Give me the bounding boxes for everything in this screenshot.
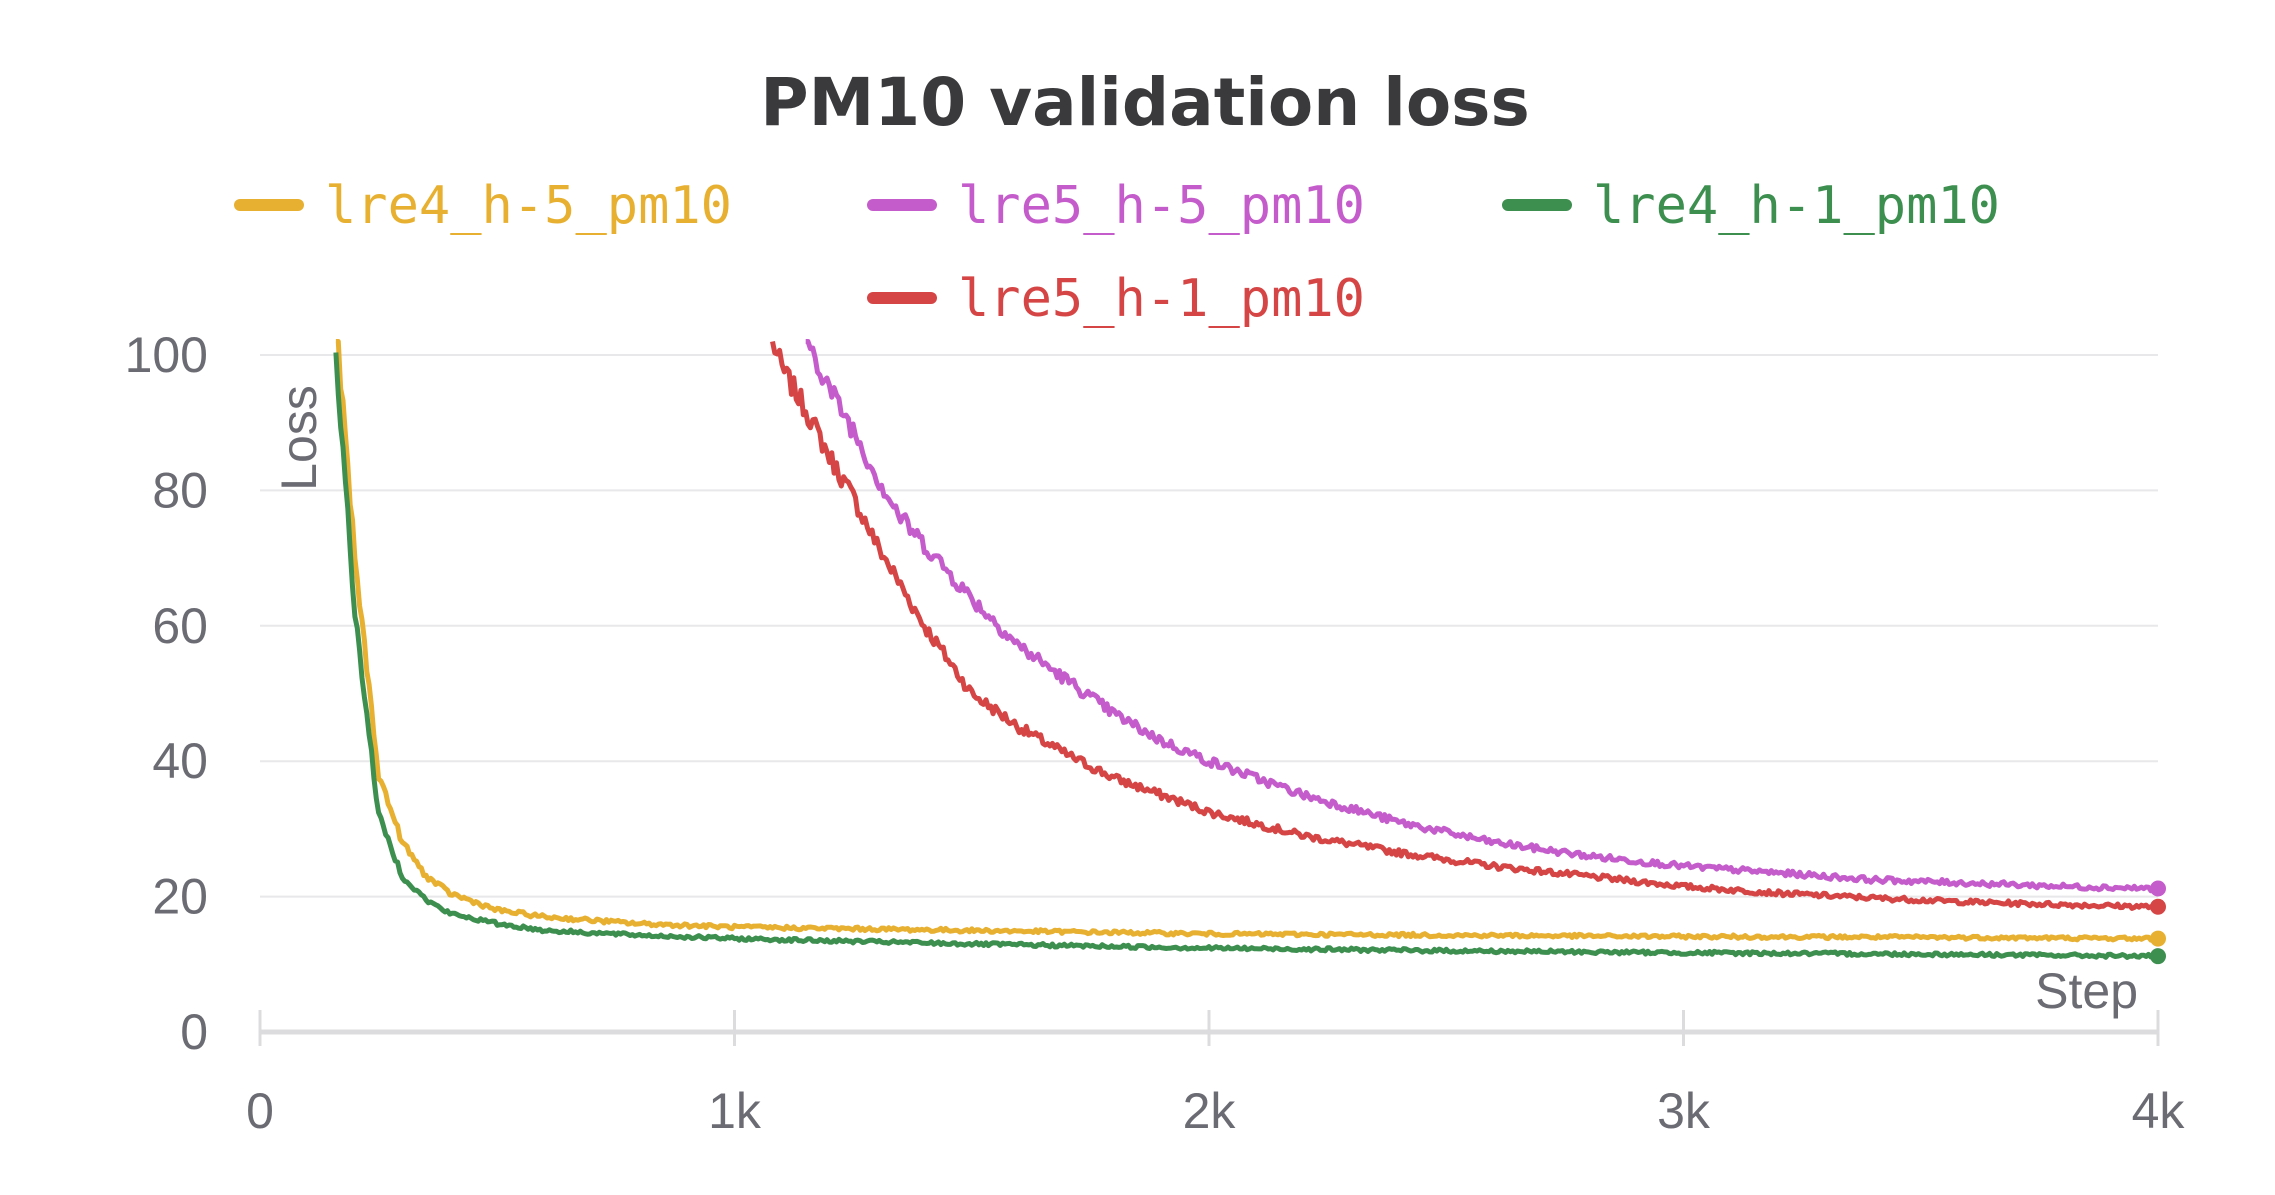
chart-title: PM10 validation loss: [760, 64, 1529, 141]
series-line-lre5_h-1_pm10: [770, 341, 2159, 911]
series-line-lre5_h-5_pm10: [805, 339, 2160, 894]
x-tick-label: 2k: [1183, 1083, 1237, 1139]
y-tick-label: 60: [152, 598, 208, 654]
y-tick-label: 80: [152, 462, 208, 518]
y-axis-label: Loss: [271, 385, 327, 491]
legend-label-lre5_h-5_pm10: lre5_h-5_pm10: [958, 176, 1365, 236]
plot-area: [333, 339, 2166, 965]
x-axis-label: Step: [2035, 963, 2138, 1019]
y-tick-label: 100: [125, 327, 208, 383]
x-tick-label: 3k: [1657, 1083, 1711, 1139]
legend-label-lre4_h-5_pm10: lre4_h-5_pm10: [325, 176, 732, 236]
series-end-marker-lre4_h-5_pm10: [2150, 930, 2166, 947]
legend-label-lre5_h-1_pm10: lre5_h-1_pm10: [958, 269, 1365, 329]
y-tick-label: 40: [152, 733, 208, 789]
legend-label-lre4_h-1_pm10: lre4_h-1_pm10: [1593, 176, 2000, 236]
axes: 0 20 40 60 80 100 0 1k 2k 3k 4k: [125, 327, 2186, 1139]
grid-lines: [260, 354, 2158, 898]
series-line-lre4_h-5_pm10: [335, 339, 2160, 943]
series-end-marker-lre5_h-5_pm10: [2150, 880, 2166, 897]
series-end-marker-lre5_h-1_pm10: [2150, 898, 2166, 915]
series-line-lre4_h-1_pm10: [333, 352, 2159, 960]
x-tick-label: 0: [246, 1083, 274, 1139]
x-tick-label: 1k: [708, 1083, 762, 1139]
y-tick-label: 20: [152, 869, 208, 925]
y-tick-label: 0: [180, 1004, 208, 1060]
x-tick-label: 4k: [2132, 1083, 2186, 1139]
legend: lre4_h-5_pm10 lre5_h-5_pm10 lre4_h-1_pm10l…: [234, 176, 2000, 329]
series-end-marker-lre4_h-1_pm10: [2150, 948, 2166, 965]
